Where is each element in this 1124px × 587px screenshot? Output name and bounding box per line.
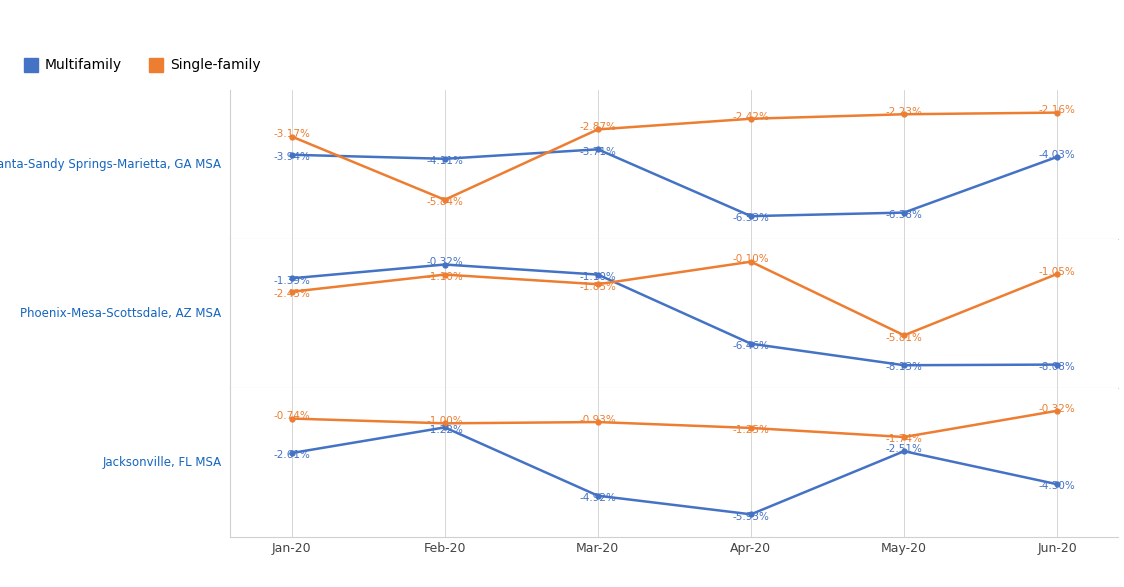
Text: -6.38%: -6.38% xyxy=(886,210,923,220)
Text: -0.93%: -0.93% xyxy=(580,415,616,425)
Text: -3.71%: -3.71% xyxy=(579,147,616,157)
Text: -1.22%: -1.22% xyxy=(426,424,463,434)
Text: -2.23%: -2.23% xyxy=(886,107,923,117)
Text: -5.81%: -5.81% xyxy=(886,333,923,343)
Text: -1.00%: -1.00% xyxy=(426,416,463,426)
Text: -3.17%: -3.17% xyxy=(273,129,310,139)
Text: -6.46%: -6.46% xyxy=(733,341,770,351)
Text: -0.32%: -0.32% xyxy=(1039,403,1076,413)
Text: -5.84%: -5.84% xyxy=(426,197,463,207)
Text: -2.16%: -2.16% xyxy=(1039,105,1076,115)
Text: -2.61%: -2.61% xyxy=(273,450,310,460)
Text: -2.51%: -2.51% xyxy=(886,444,923,454)
Text: -4.11%: -4.11% xyxy=(426,156,463,166)
Text: -1.74%: -1.74% xyxy=(886,434,923,444)
Text: -1.25%: -1.25% xyxy=(733,425,770,435)
Text: Y/Y Diff. in Lease over Lease: Y/Y Diff. in Lease over Lease xyxy=(13,11,301,29)
Text: -2.42%: -2.42% xyxy=(733,112,770,122)
Text: -8.13%: -8.13% xyxy=(886,363,923,373)
Text: -4.30%: -4.30% xyxy=(1039,481,1076,491)
Text: -1.39%: -1.39% xyxy=(273,275,310,285)
Text: Jacksonville, FL MSA: Jacksonville, FL MSA xyxy=(102,456,221,469)
Text: -4.03%: -4.03% xyxy=(1039,150,1076,160)
Text: -6.53%: -6.53% xyxy=(733,214,770,224)
Text: -1.10%: -1.10% xyxy=(426,272,463,282)
Text: -8.08%: -8.08% xyxy=(1039,362,1076,372)
Text: -5.93%: -5.93% xyxy=(733,512,770,522)
Text: -0.10%: -0.10% xyxy=(733,254,769,264)
Text: -1.05%: -1.05% xyxy=(1039,266,1076,276)
Legend: Multifamily, Single-family: Multifamily, Single-family xyxy=(18,53,266,78)
Text: -4.92%: -4.92% xyxy=(579,493,616,503)
Text: -3.94%: -3.94% xyxy=(273,152,310,162)
Text: -0.32%: -0.32% xyxy=(426,257,463,267)
Text: -0.74%: -0.74% xyxy=(273,411,310,421)
Text: -1.85%: -1.85% xyxy=(579,282,616,292)
Text: Atlanta-Sandy Springs-Marietta, GA MSA: Atlanta-Sandy Springs-Marietta, GA MSA xyxy=(0,158,221,171)
Text: -2.87%: -2.87% xyxy=(579,122,616,132)
Text: -1.10%: -1.10% xyxy=(580,272,616,282)
Text: -2.43%: -2.43% xyxy=(273,289,310,299)
Text: Phoenix-Mesa-Scottsdale, AZ MSA: Phoenix-Mesa-Scottsdale, AZ MSA xyxy=(20,307,221,320)
